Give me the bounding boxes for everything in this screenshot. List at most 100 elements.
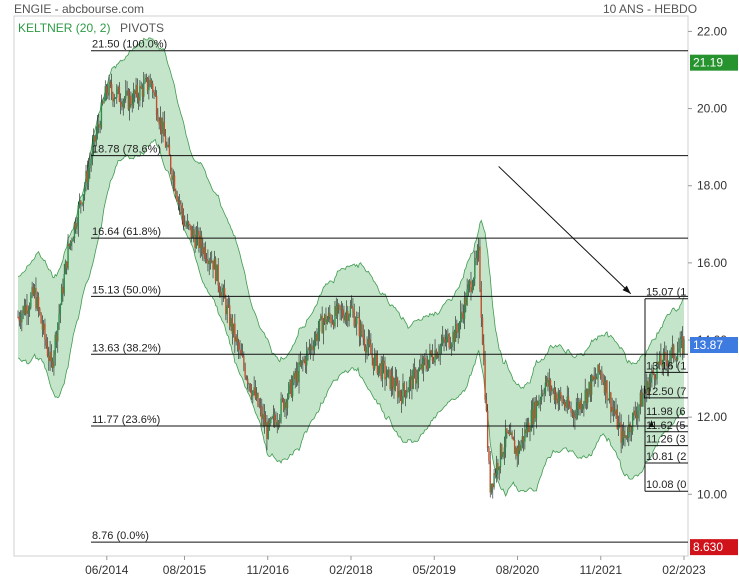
candle-body: [440, 343, 443, 347]
candle-body: [303, 359, 305, 362]
candle-body: [544, 382, 547, 394]
plot-area: [13, 15, 689, 557]
candle-body: [409, 375, 412, 380]
candle-body: [211, 260, 213, 263]
candle-body: [494, 473, 497, 476]
candle-body: [132, 90, 135, 106]
candle-body: [241, 355, 244, 357]
candle-body: [480, 289, 482, 318]
candle-body: [594, 376, 597, 380]
candle-body: [315, 333, 317, 342]
candle-body: [679, 339, 681, 349]
candle-body: [476, 250, 479, 259]
candle-body: [593, 376, 595, 380]
candle-body: [542, 393, 544, 395]
candle-body: [481, 317, 484, 345]
candle-body: [307, 348, 309, 351]
candle-body: [167, 144, 169, 146]
candle-body: [205, 259, 208, 261]
candle-body: [533, 401, 535, 425]
candle-body: [280, 398, 282, 418]
candle-body: [232, 323, 235, 334]
candle-body: [90, 159, 92, 164]
candle-body: [144, 79, 146, 83]
candle-body: [267, 421, 269, 439]
candle-body: [376, 352, 379, 374]
candle-body: [249, 383, 251, 391]
candle-body: [357, 317, 359, 318]
candle-body: [326, 319, 328, 325]
candle-body: [268, 421, 271, 424]
candle-body: [316, 333, 318, 341]
candle-body: [136, 84, 139, 98]
candle-body: [131, 103, 133, 106]
candle-body: [374, 355, 376, 369]
x-tick-label: 05/2019: [413, 563, 457, 577]
candle-body: [273, 414, 276, 420]
candle-body: [388, 369, 390, 371]
candle-body: [104, 86, 106, 101]
candle-body: [313, 341, 316, 351]
candle-body: [368, 339, 371, 345]
candle-body: [606, 380, 608, 400]
candle-body: [41, 323, 44, 330]
candle-body: [336, 304, 339, 316]
right-fib-label: 13.16 (1: [646, 360, 686, 372]
candle-body: [213, 258, 216, 270]
candle-body: [479, 246, 481, 290]
last-price-label: 13.87: [693, 338, 723, 352]
candle-body: [36, 297, 38, 309]
candle-body: [238, 342, 240, 350]
candle-body: [457, 331, 459, 333]
candle-body: [535, 401, 538, 419]
candle-body: [462, 313, 464, 319]
candle-body: [329, 312, 331, 318]
candle-body: [35, 288, 37, 309]
candle-body: [218, 285, 221, 293]
candle-body: [521, 436, 524, 444]
candle-body: [300, 360, 303, 365]
candle-body: [653, 374, 656, 380]
right-fib-label: 12.50 (7: [646, 386, 686, 398]
candle-body: [596, 378, 598, 380]
candle-body: [399, 390, 402, 397]
candle-body: [359, 324, 362, 337]
candle-body: [164, 136, 167, 148]
candle-body: [157, 115, 159, 121]
price-tags: 21.19 13.87 8.630: [690, 54, 738, 556]
candle-body: [515, 447, 517, 454]
candle-body: [127, 90, 130, 110]
keltner-band: [17, 37, 685, 498]
candle-body: [143, 82, 145, 97]
candle-body: [85, 170, 87, 187]
candle-body: [141, 87, 144, 97]
candle-body: [553, 388, 556, 400]
candle-body: [605, 380, 607, 393]
candle-body: [338, 304, 340, 306]
candle-body: [674, 358, 676, 360]
candles: [17, 71, 685, 499]
candle-body: [312, 348, 314, 351]
candle-body: [377, 365, 380, 374]
candle-body: [498, 466, 500, 471]
candle-body: [297, 370, 299, 383]
right-fib-label: 10.08 (0: [646, 479, 686, 491]
candle-body: [349, 306, 352, 316]
candle-body: [19, 320, 22, 323]
candle-body: [226, 305, 228, 315]
candle-body: [323, 314, 326, 322]
candle-body: [181, 205, 183, 216]
candle-body: [84, 186, 86, 195]
candle-body: [567, 396, 570, 407]
candle-body: [168, 144, 171, 156]
candle-body: [145, 77, 148, 80]
candle-body: [460, 311, 462, 323]
candle-body: [227, 305, 230, 307]
candle-body: [105, 86, 108, 93]
right-fib-label: 10.81 (2: [646, 451, 686, 463]
candle-body: [528, 422, 530, 432]
candle-body: [422, 357, 425, 371]
candle-body: [403, 382, 405, 391]
candle-body: [37, 297, 40, 309]
candle-body: [109, 81, 112, 85]
